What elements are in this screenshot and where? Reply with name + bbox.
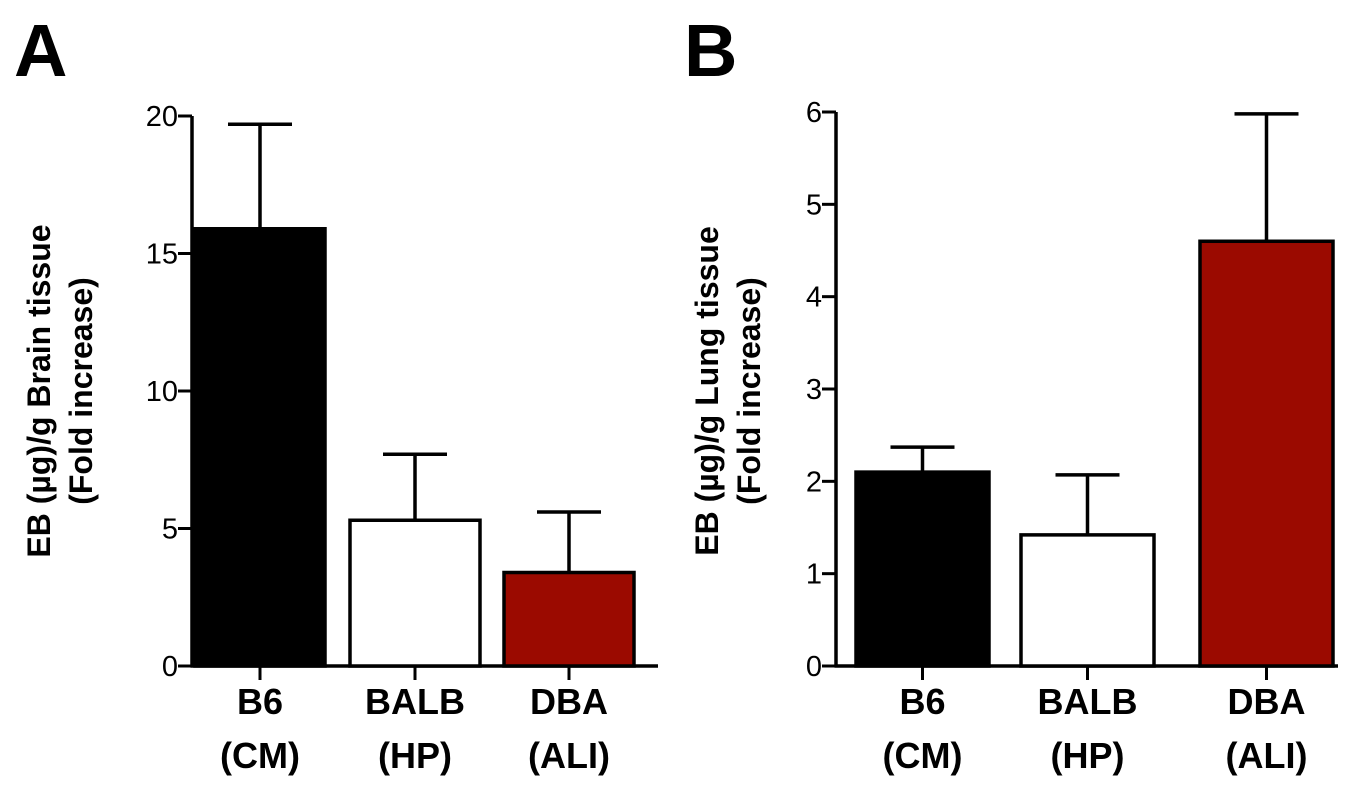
x-category-label: BALB (365, 681, 465, 722)
y-axis-label: EB (µg)/g Lung tissue (689, 226, 725, 556)
x-category-label: B6 (899, 681, 945, 722)
bar (1198, 239, 1335, 668)
x-category-sublabel: (CM) (883, 735, 963, 776)
bar (1019, 533, 1156, 668)
x-category-sublabel: (ALI) (1226, 735, 1308, 776)
bar (193, 227, 327, 668)
y-tick-label: 5 (162, 514, 178, 546)
y-tick-label: 5 (806, 189, 822, 221)
y-tick-label: 4 (806, 282, 822, 314)
panel-letter: B (684, 9, 737, 92)
x-category-sublabel: (HP) (1051, 735, 1125, 776)
y-tick-label: 6 (806, 97, 822, 129)
y-tick-label: 0 (162, 651, 178, 683)
x-category-label: BALB (1038, 681, 1138, 722)
y-axis-label: EB (µg)/g Brain tissue (21, 224, 57, 557)
x-category-label: DBA (1228, 681, 1306, 722)
x-category-sublabel: (ALI) (528, 735, 610, 776)
x-category-label: B6 (237, 681, 283, 722)
panel-letter: A (14, 9, 67, 92)
y-tick-label: 1 (806, 559, 822, 591)
y-tick-label: 2 (806, 466, 822, 498)
y-tick-label: 0 (806, 651, 822, 683)
bar (502, 570, 636, 668)
panel-a: A EB (µg)/g Brain tissue (Fold increase) 0 5… (14, 9, 658, 776)
bar (348, 518, 482, 668)
y-axis-label-line2: (Fold increase) (731, 277, 767, 505)
bar (854, 470, 991, 668)
y-tick-label: 15 (146, 239, 178, 271)
y-tick-label: 20 (146, 101, 178, 133)
y-axis-label-line2: (Fold increase) (63, 277, 99, 505)
y-tick-label: 10 (146, 376, 178, 408)
x-category-sublabel: (CM) (220, 735, 300, 776)
panel-b: B EB (µg)/g Lung tissue (Fold increase) 0 1 2… (684, 9, 1338, 776)
y-tick-label: 3 (806, 374, 822, 406)
x-category-sublabel: (HP) (378, 735, 452, 776)
x-category-label: DBA (530, 681, 608, 722)
